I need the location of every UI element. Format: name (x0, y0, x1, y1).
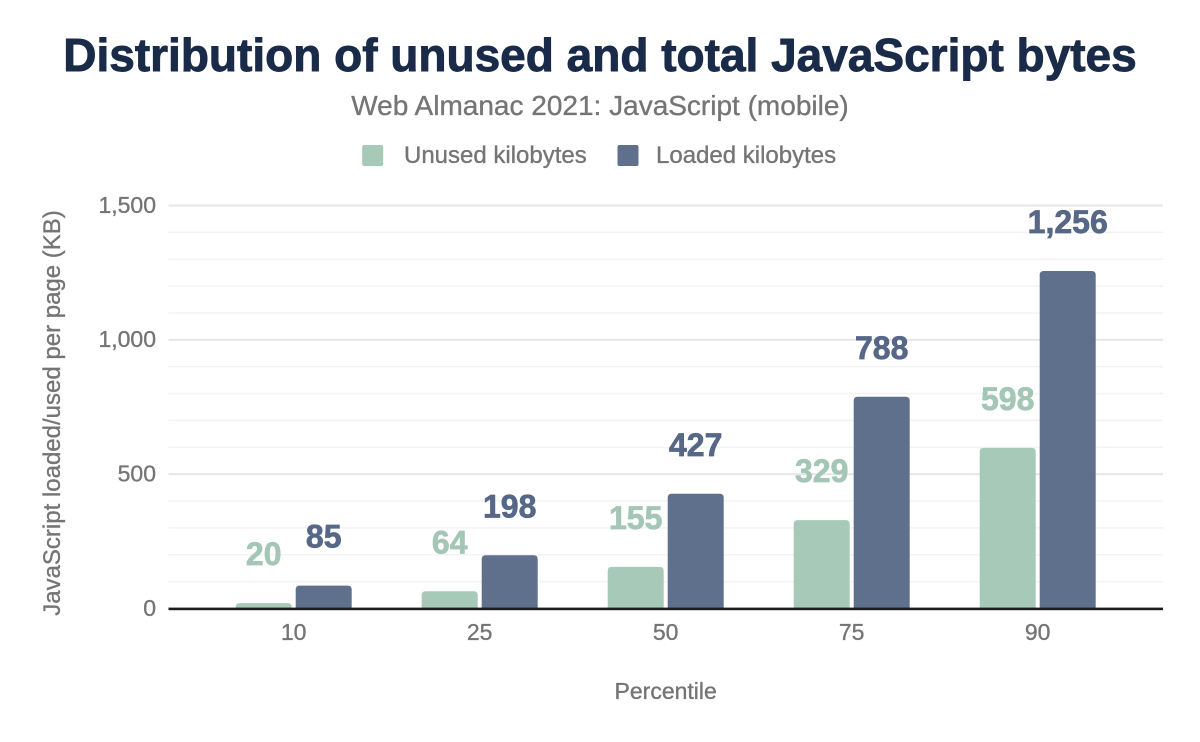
svg-text:Loaded kilobytes: Loaded kilobytes (656, 142, 836, 169)
svg-text:Distribution of unused and tot: Distribution of unused and total JavaScr… (63, 29, 1136, 81)
svg-text:Web Almanac 2021: JavaScript (: Web Almanac 2021: JavaScript (mobile) (351, 90, 849, 121)
svg-text:598: 598 (981, 381, 1034, 417)
svg-text:1,500: 1,500 (98, 192, 156, 218)
svg-text:500: 500 (118, 461, 156, 487)
svg-text:85: 85 (306, 519, 342, 555)
svg-text:JavaScript loaded/used per pag: JavaScript loaded/used per page (KB) (39, 210, 66, 616)
svg-text:75: 75 (839, 619, 865, 645)
svg-text:1,000: 1,000 (98, 326, 156, 352)
svg-text:25: 25 (467, 619, 493, 645)
svg-text:10: 10 (281, 619, 307, 645)
svg-text:Percentile: Percentile (615, 678, 717, 704)
svg-text:155: 155 (609, 500, 662, 536)
svg-text:Unused kilobytes: Unused kilobytes (404, 142, 587, 169)
svg-text:0: 0 (143, 595, 156, 621)
svg-text:50: 50 (653, 619, 679, 645)
svg-text:64: 64 (432, 524, 468, 560)
svg-text:198: 198 (483, 488, 536, 524)
svg-text:1,256: 1,256 (1028, 204, 1108, 240)
svg-text:427: 427 (669, 427, 722, 463)
svg-text:329: 329 (795, 453, 848, 489)
svg-text:788: 788 (855, 330, 908, 366)
svg-text:90: 90 (1025, 619, 1051, 645)
svg-text:20: 20 (246, 536, 282, 572)
